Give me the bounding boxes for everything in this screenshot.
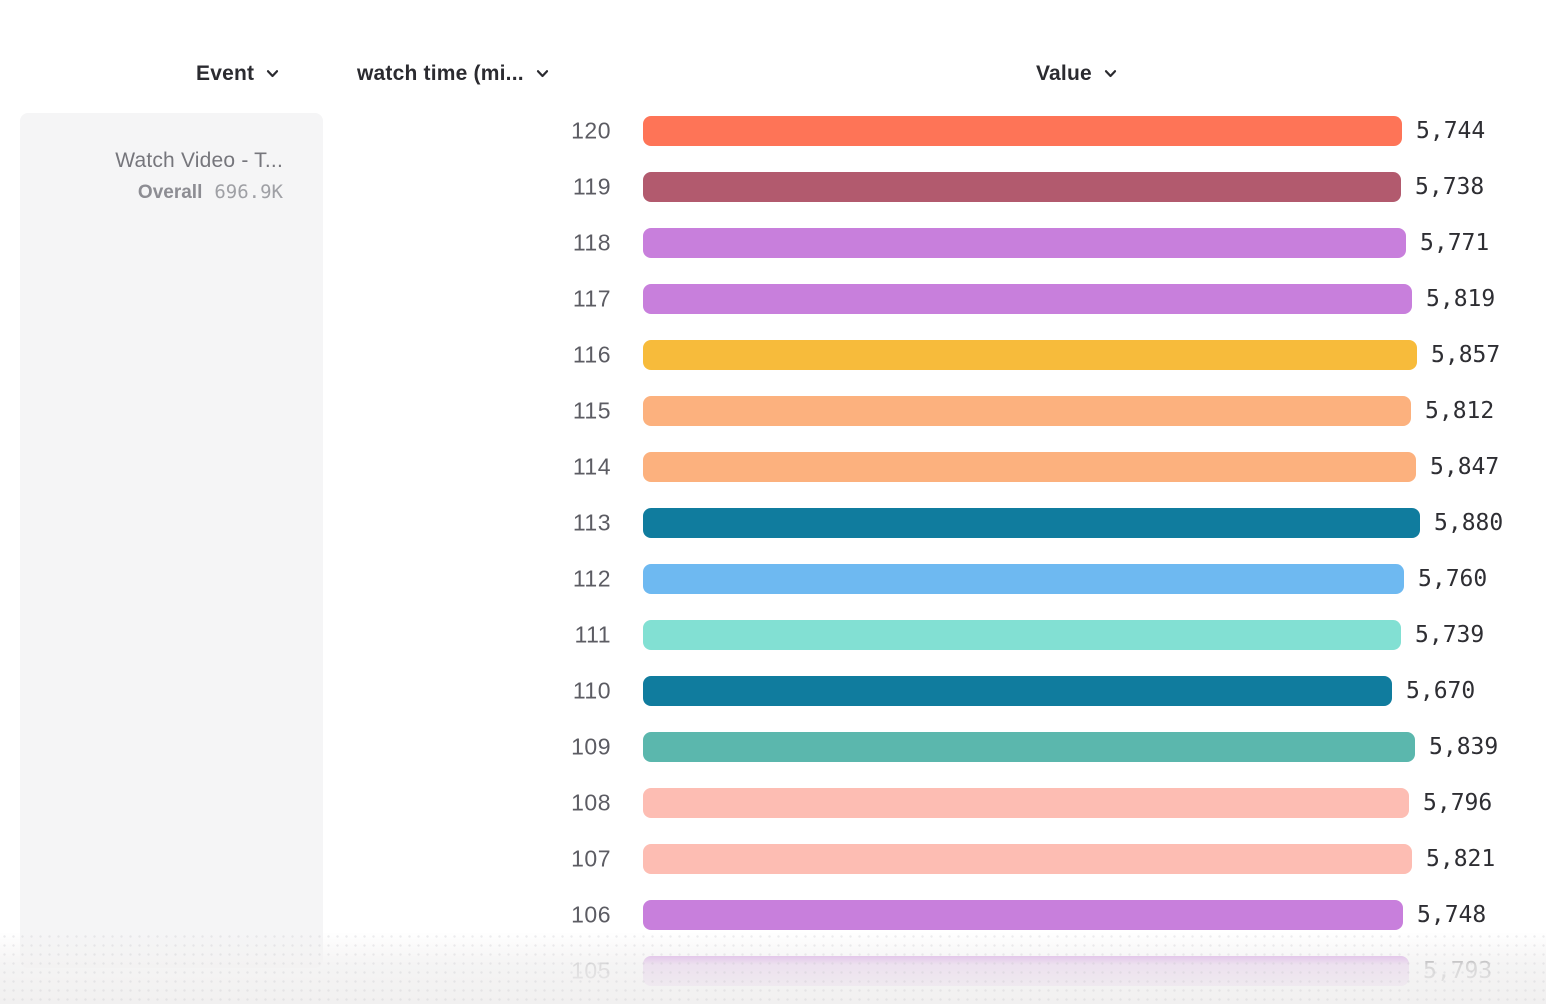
bucket-tick-label: 119 — [572, 173, 611, 200]
value-bar[interactable] — [643, 900, 1403, 930]
bar-row: 109 5,839 — [0, 732, 1546, 762]
value-column-header[interactable]: Value — [1036, 60, 1118, 87]
bar-value-label: 5,839 — [1429, 734, 1499, 760]
overall-value: 696.9K — [214, 181, 283, 203]
chevron-down-icon — [265, 63, 280, 87]
bucket-tick-label: 106 — [571, 901, 611, 928]
value-column-label: Value — [1036, 61, 1092, 85]
bucket-tick-label: 120 — [571, 117, 611, 144]
bucket-tick-label: 109 — [571, 733, 611, 760]
bar-row: 118 5,771 — [0, 228, 1546, 258]
value-bar[interactable] — [643, 844, 1412, 874]
bar-row: 105 5,793 — [0, 956, 1546, 986]
value-bar[interactable] — [643, 732, 1415, 762]
value-bar[interactable] — [643, 564, 1404, 594]
bar-row: 117 5,819 — [0, 284, 1546, 314]
value-bar[interactable] — [643, 284, 1412, 314]
bar-row: 114 5,847 — [0, 452, 1546, 482]
bucket-tick-label: 108 — [571, 789, 611, 816]
value-bar[interactable] — [643, 228, 1406, 258]
bucket-tick-label: 111 — [574, 621, 611, 648]
event-title[interactable]: Watch Video - T... — [115, 149, 283, 172]
bucket-tick-label: 118 — [572, 229, 611, 256]
bar-row: 119 5,738 — [0, 172, 1546, 202]
watch-time-column-header[interactable]: watch time (mi... — [357, 60, 550, 87]
bar-value-label: 5,739 — [1415, 622, 1485, 648]
bar-value-label: 5,821 — [1426, 846, 1496, 872]
bucket-tick-label: 110 — [572, 677, 611, 704]
bar-value-label: 5,847 — [1430, 454, 1500, 480]
event-overall-row: Overall 696.9K — [40, 181, 283, 204]
bar-value-label: 5,793 — [1423, 958, 1493, 984]
bar-row: 106 5,748 — [0, 900, 1546, 930]
value-bar[interactable] — [643, 956, 1409, 986]
bar-row: 113 5,880 — [0, 508, 1546, 538]
value-bar[interactable] — [643, 172, 1401, 202]
bucket-tick-label: 112 — [572, 565, 611, 592]
overall-label: Overall — [137, 182, 203, 203]
bar-row: 107 5,821 — [0, 844, 1546, 874]
value-bar[interactable] — [643, 620, 1401, 650]
bucket-tick-label: 117 — [572, 285, 611, 312]
bar-row: 115 5,812 — [0, 396, 1546, 426]
bucket-tick-label: 115 — [572, 397, 611, 424]
bucket-tick-label: 116 — [572, 341, 611, 368]
bar-row: 111 5,739 — [0, 620, 1546, 650]
bucket-tick-label: 114 — [572, 453, 611, 480]
bar-value-label: 5,771 — [1420, 230, 1490, 256]
watch-time-column-label: watch time (mi... — [357, 61, 524, 85]
bar-value-label: 5,738 — [1415, 174, 1485, 200]
value-bar[interactable] — [643, 452, 1416, 482]
event-column-label: Event — [196, 61, 255, 85]
bar-value-label: 5,857 — [1431, 342, 1501, 368]
chevron-down-icon — [1103, 63, 1118, 87]
value-bar[interactable] — [643, 788, 1409, 818]
bar-row: 112 5,760 — [0, 564, 1546, 594]
bar-value-label: 5,760 — [1418, 566, 1488, 592]
chevron-down-icon — [535, 63, 550, 87]
value-bar[interactable] — [643, 676, 1392, 706]
value-bar[interactable] — [643, 508, 1420, 538]
value-bar[interactable] — [643, 396, 1411, 426]
bucket-tick-label: 113 — [572, 509, 611, 536]
bar-value-label: 5,748 — [1417, 902, 1487, 928]
bar-row: 110 5,670 — [0, 676, 1546, 706]
bar-row: 108 5,796 — [0, 788, 1546, 818]
bar-value-label: 5,812 — [1425, 398, 1495, 424]
bar-value-label: 5,880 — [1434, 510, 1504, 536]
bar-value-label: 5,744 — [1416, 118, 1486, 144]
bar-value-label: 5,819 — [1426, 286, 1496, 312]
event-column-header[interactable]: Event — [196, 60, 280, 87]
bucket-tick-label: 107 — [571, 845, 611, 872]
bar-value-label: 5,670 — [1406, 678, 1476, 704]
bar-row: 116 5,857 — [0, 340, 1546, 370]
bar-row: 120 5,744 — [0, 116, 1546, 146]
value-bar[interactable] — [643, 116, 1402, 146]
value-bar[interactable] — [643, 340, 1417, 370]
event-card: Watch Video - T... Overall 696.9K — [20, 113, 323, 968]
bar-value-label: 5,796 — [1423, 790, 1493, 816]
bucket-tick-label: 105 — [571, 957, 611, 984]
